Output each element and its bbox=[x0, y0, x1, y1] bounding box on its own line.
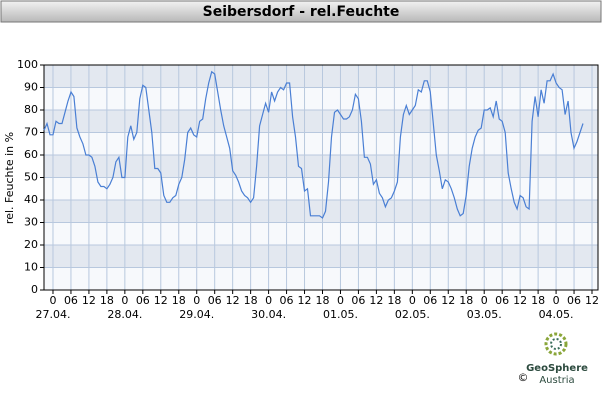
x-tick-label: 06 bbox=[136, 294, 150, 307]
y-tick-label: 0 bbox=[31, 283, 38, 296]
day-label: 30.04. bbox=[251, 308, 286, 321]
x-tick-label: 18 bbox=[387, 294, 401, 307]
x-tick-label: 06 bbox=[423, 294, 437, 307]
band bbox=[44, 245, 598, 268]
chart-title: Seibersdorf - rel.Feuchte bbox=[203, 4, 400, 20]
y-tick-label: 90 bbox=[24, 81, 38, 94]
y-tick-label: 20 bbox=[24, 238, 38, 251]
x-tick-label: 0 bbox=[553, 294, 560, 307]
band bbox=[44, 110, 598, 133]
day-label: 03.05. bbox=[467, 308, 502, 321]
logo bbox=[544, 332, 568, 356]
x-tick-label: 12 bbox=[82, 294, 96, 307]
x-tick-label: 12 bbox=[513, 294, 527, 307]
y-tick-label: 40 bbox=[24, 193, 38, 206]
copyright: © bbox=[518, 371, 529, 384]
x-tick-label: 12 bbox=[369, 294, 383, 307]
y-tick-label: 10 bbox=[24, 261, 38, 274]
day-label: 27.04. bbox=[35, 308, 70, 321]
x-tick-label: 12 bbox=[441, 294, 455, 307]
y-tick-label: 70 bbox=[24, 126, 38, 139]
x-tick-label: 06 bbox=[351, 294, 365, 307]
plot-border bbox=[43, 64, 599, 291]
x-tick-label: 0 bbox=[481, 294, 488, 307]
y-axis-label: rel. Feuchte in % bbox=[3, 132, 16, 224]
x-tick-label: 12 bbox=[585, 294, 599, 307]
band bbox=[44, 155, 598, 178]
y-tick-label: 50 bbox=[24, 171, 38, 184]
x-tick-label: 0 bbox=[337, 294, 344, 307]
day-label: 02.05. bbox=[395, 308, 430, 321]
x-tick-label: 0 bbox=[265, 294, 272, 307]
x-tick-label: 12 bbox=[154, 294, 168, 307]
x-tick-label: 18 bbox=[315, 294, 329, 307]
day-label: 29.04. bbox=[179, 308, 214, 321]
x-tick-label: 18 bbox=[244, 294, 258, 307]
title-bar bbox=[0, 0, 602, 23]
x-tick-label: 0 bbox=[409, 294, 416, 307]
x-tick-label: 06 bbox=[280, 294, 294, 307]
x-tick-label: 06 bbox=[495, 294, 509, 307]
logo-text: GeoSphere bbox=[526, 363, 588, 374]
x-tick-label: 12 bbox=[226, 294, 240, 307]
x-tick-label: 18 bbox=[459, 294, 473, 307]
logo-icon-inner bbox=[550, 338, 562, 350]
x-tick-label: 0 bbox=[49, 294, 56, 307]
y-tick-label: 80 bbox=[24, 103, 38, 116]
x-tick-label: 18 bbox=[100, 294, 114, 307]
x-tick-label: 0 bbox=[121, 294, 128, 307]
day-label: 01.05. bbox=[323, 308, 358, 321]
y-tick-label: 60 bbox=[24, 148, 38, 161]
band bbox=[44, 200, 598, 223]
x-tick-label: 18 bbox=[172, 294, 186, 307]
y-tick-label: 100 bbox=[17, 58, 38, 71]
day-label: 04.05. bbox=[539, 308, 574, 321]
x-tick-label: 06 bbox=[208, 294, 222, 307]
x-tick-label: 06 bbox=[64, 294, 78, 307]
x-tick-label: 12 bbox=[298, 294, 312, 307]
logo-icon bbox=[544, 332, 568, 356]
x-tick-label: 18 bbox=[531, 294, 545, 307]
band bbox=[44, 65, 598, 88]
day-label: 28.04. bbox=[107, 308, 142, 321]
x-tick-label: 0 bbox=[193, 294, 200, 307]
x-tick-label: 06 bbox=[567, 294, 581, 307]
y-tick-label: 30 bbox=[24, 216, 38, 229]
logo-subtext: Austria bbox=[539, 375, 574, 386]
data-line bbox=[43, 70, 584, 219]
